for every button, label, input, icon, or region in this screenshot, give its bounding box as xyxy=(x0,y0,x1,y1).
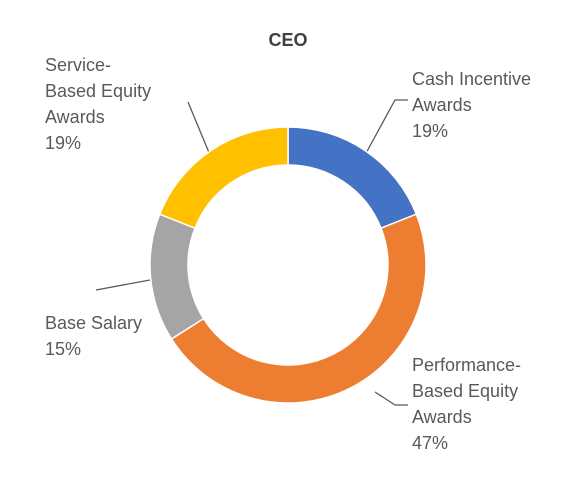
leader-line xyxy=(374,391,408,406)
slice-label: Cash Incentive Awards xyxy=(412,69,532,115)
donut-slice xyxy=(170,213,427,404)
leader-line xyxy=(364,99,408,156)
slice-label: Base Salary xyxy=(45,313,143,333)
slice-label: Service-Based Equity Awards xyxy=(45,55,152,127)
slice-label: Performance-Based Equity Awards xyxy=(412,355,522,427)
chart-title: CEO xyxy=(268,30,308,50)
value-label: 19% xyxy=(45,133,82,153)
value-label: 19% xyxy=(412,121,449,141)
leader-line xyxy=(95,279,151,291)
value-label: 15% xyxy=(45,339,82,359)
donut-slice xyxy=(158,126,289,230)
donut-slice xyxy=(287,126,418,230)
value-label: 47% xyxy=(412,433,449,453)
leader-line xyxy=(187,101,211,156)
